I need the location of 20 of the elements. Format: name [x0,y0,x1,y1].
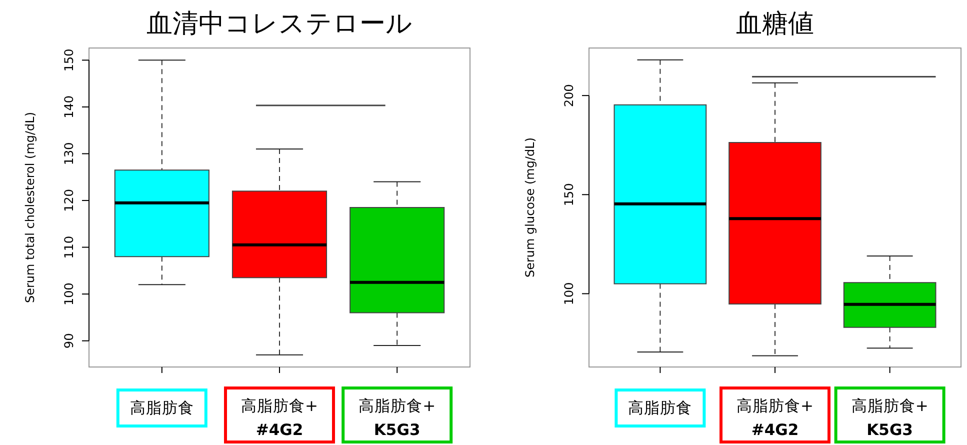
y-tick-label: 130 [62,142,76,166]
y-tick-label: 90 [62,333,76,348]
x-tick-label: 高脂肪食 [628,399,692,417]
y-tick-label: 150 [62,48,76,72]
chart-title: 血清中コレステロール [146,9,412,39]
y-axis-title: Serum glucose (mg/dL) [523,137,537,278]
y-tick-label: 110 [62,236,76,259]
x-tick-label: 高脂肪食+ K5G3 [358,397,436,439]
x-tick-label: 高脂肪食+ #4G2 [241,397,318,439]
y-tick-label: 200 [562,84,576,108]
y-axis-title: Serum total cholesterol (mg/dL) [23,112,37,304]
x-tick-label: 高脂肪食+ K5G3 [851,397,928,439]
chart-title: 血糖値 [736,9,814,39]
y-tick-label: 100 [562,282,576,306]
x-tick-label: 高脂肪食 [130,399,194,417]
y-tick-label: 150 [562,183,576,206]
y-tick-label: 140 [62,95,76,118]
y-tick-label: 120 [62,189,76,212]
x-tick-label: 高脂肪食+ #4G2 [736,397,814,439]
y-tick-label: 100 [62,282,76,306]
